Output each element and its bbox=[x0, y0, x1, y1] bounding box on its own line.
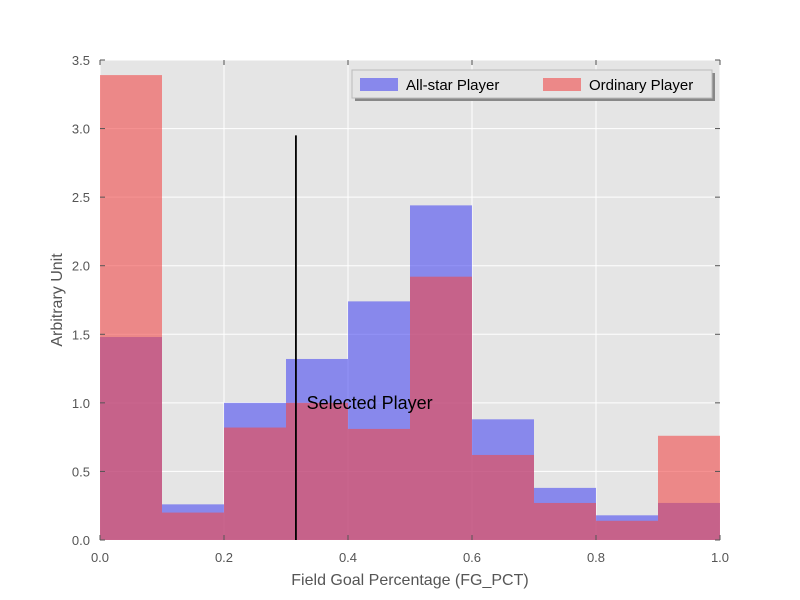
y-tick-label: 1.5 bbox=[72, 327, 90, 342]
x-tick-label: 0.8 bbox=[587, 550, 605, 565]
y-tick-label: 3.0 bbox=[72, 122, 90, 137]
bar-ordinary bbox=[348, 428, 410, 540]
y-tick-label: 2.0 bbox=[72, 259, 90, 274]
bar-ordinary bbox=[596, 520, 658, 540]
legend-label-ordinary: Ordinary Player bbox=[589, 77, 693, 94]
bar-ordinary bbox=[534, 502, 596, 540]
y-tick-label: 1.0 bbox=[72, 396, 90, 411]
legend-box bbox=[351, 69, 713, 99]
y-tick-label: 2.5 bbox=[72, 190, 90, 205]
y-axis-label: Arbitrary Unit bbox=[49, 253, 66, 347]
bar-ordinary bbox=[658, 435, 720, 540]
bar-ordinary bbox=[410, 276, 472, 540]
x-tick-label: 0.2 bbox=[215, 550, 233, 565]
y-tick-label: 0.0 bbox=[72, 533, 90, 548]
y-tick-label: 0.5 bbox=[72, 464, 90, 479]
legend-label-all-star: All-star Player bbox=[406, 77, 499, 94]
x-tick-label: 0.6 bbox=[463, 550, 481, 565]
x-tick-label: 1.0 bbox=[711, 550, 729, 565]
x-tick-label: 0.0 bbox=[91, 550, 109, 565]
axis-ticks: 0.0 0.2 0.4 0.6 0.8 1.0 0.0 0.5 1.0 1.5 2.0 2.5 3.0 3… bbox=[72, 53, 729, 565]
legend: All-star Player Ordinary Player bbox=[351, 69, 715, 101]
y-tick-label: 3.5 bbox=[72, 53, 90, 68]
x-axis-label: Field Goal Percentage (FG_PCT) bbox=[291, 572, 528, 589]
x-tick-label: 0.4 bbox=[339, 550, 357, 565]
bar-ordinary bbox=[224, 427, 286, 540]
legend-swatch-ordinary bbox=[543, 78, 581, 91]
histogram-bars bbox=[100, 75, 720, 540]
selected-player-annotation: Selected Player bbox=[307, 393, 433, 413]
bar-ordinary bbox=[100, 75, 162, 540]
legend-swatch-all-star bbox=[360, 78, 398, 91]
bar-ordinary bbox=[162, 512, 224, 540]
bar-ordinary bbox=[472, 454, 534, 540]
